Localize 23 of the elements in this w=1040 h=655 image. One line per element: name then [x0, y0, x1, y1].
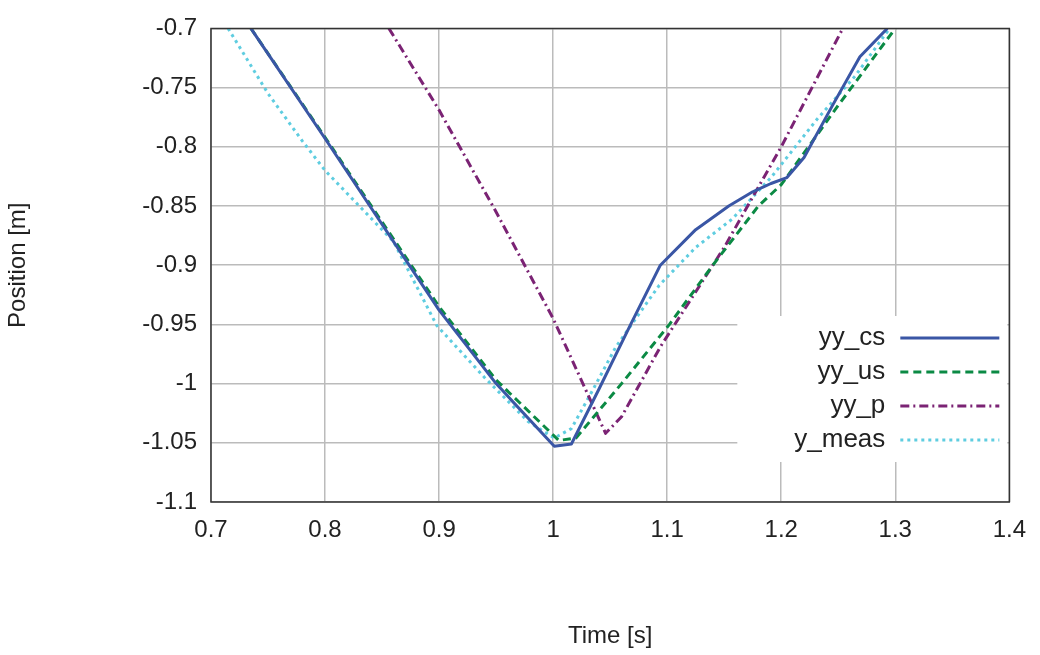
x-tick-label: 1.2 — [764, 515, 798, 543]
x-tick-label: 0.9 — [422, 515, 456, 543]
y-tick-label: -0.85 — [142, 190, 197, 218]
legend-label: y_meas — [794, 423, 886, 454]
x-tick-label: 1.3 — [878, 515, 912, 543]
y-tick-label: -1.05 — [142, 427, 197, 455]
legend-label: yy_cs — [818, 321, 886, 352]
x-tick-label: 0.8 — [308, 515, 342, 543]
x-axis-title: Time [s] — [567, 621, 653, 649]
y-tick-label: -0.75 — [142, 72, 197, 100]
y-axis-title: Position [m] — [3, 202, 31, 328]
x-tick-label: 1.4 — [992, 515, 1027, 543]
y-tick-label: -0.9 — [155, 249, 197, 277]
legend-label: yy_p — [830, 389, 886, 420]
y-tick-label: -0.7 — [155, 13, 197, 41]
y-tick-label: -0.8 — [155, 131, 197, 159]
y-tick-label: -1 — [175, 368, 197, 396]
x-tick-label: 1.1 — [650, 515, 684, 543]
y-tick-label: -1.1 — [155, 486, 197, 514]
y-tick-label: -0.95 — [142, 309, 197, 337]
x-tick-label: 0.7 — [194, 515, 228, 543]
x-tick-label: 1 — [546, 515, 560, 543]
legend-label: yy_us — [817, 355, 886, 386]
